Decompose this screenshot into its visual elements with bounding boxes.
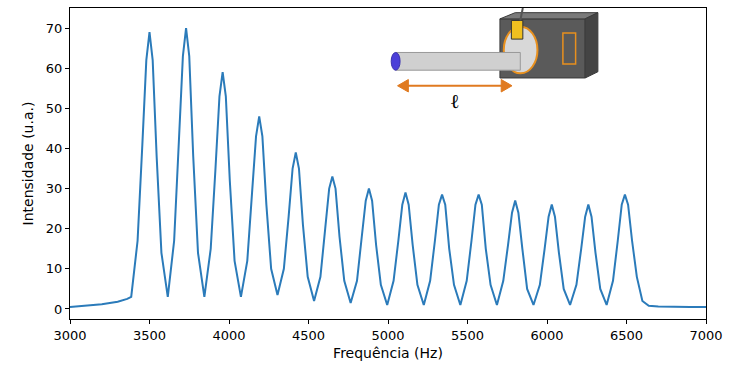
svg-text:50: 50 (46, 101, 63, 116)
svg-text:Frequência (Hz): Frequência (Hz) (333, 345, 443, 361)
svg-text:60: 60 (46, 61, 63, 76)
svg-text:ℓ: ℓ (450, 89, 460, 113)
svg-text:30: 30 (46, 181, 63, 196)
svg-text:3500: 3500 (133, 328, 166, 343)
svg-text:7000: 7000 (689, 328, 722, 343)
svg-text:40: 40 (46, 141, 63, 156)
svg-text:4000: 4000 (212, 328, 245, 343)
svg-text:5500: 5500 (451, 328, 484, 343)
svg-text:20: 20 (46, 221, 63, 236)
svg-text:5000: 5000 (371, 328, 404, 343)
svg-text:10: 10 (46, 261, 63, 276)
svg-text:Intensidade (u.a.): Intensidade (u.a.) (20, 102, 36, 226)
svg-text:6000: 6000 (530, 328, 563, 343)
svg-text:0: 0 (54, 302, 62, 317)
svg-text:70: 70 (46, 21, 63, 36)
svg-text:6500: 6500 (610, 328, 643, 343)
svg-text:3000: 3000 (53, 328, 86, 343)
svg-text:4500: 4500 (292, 328, 325, 343)
